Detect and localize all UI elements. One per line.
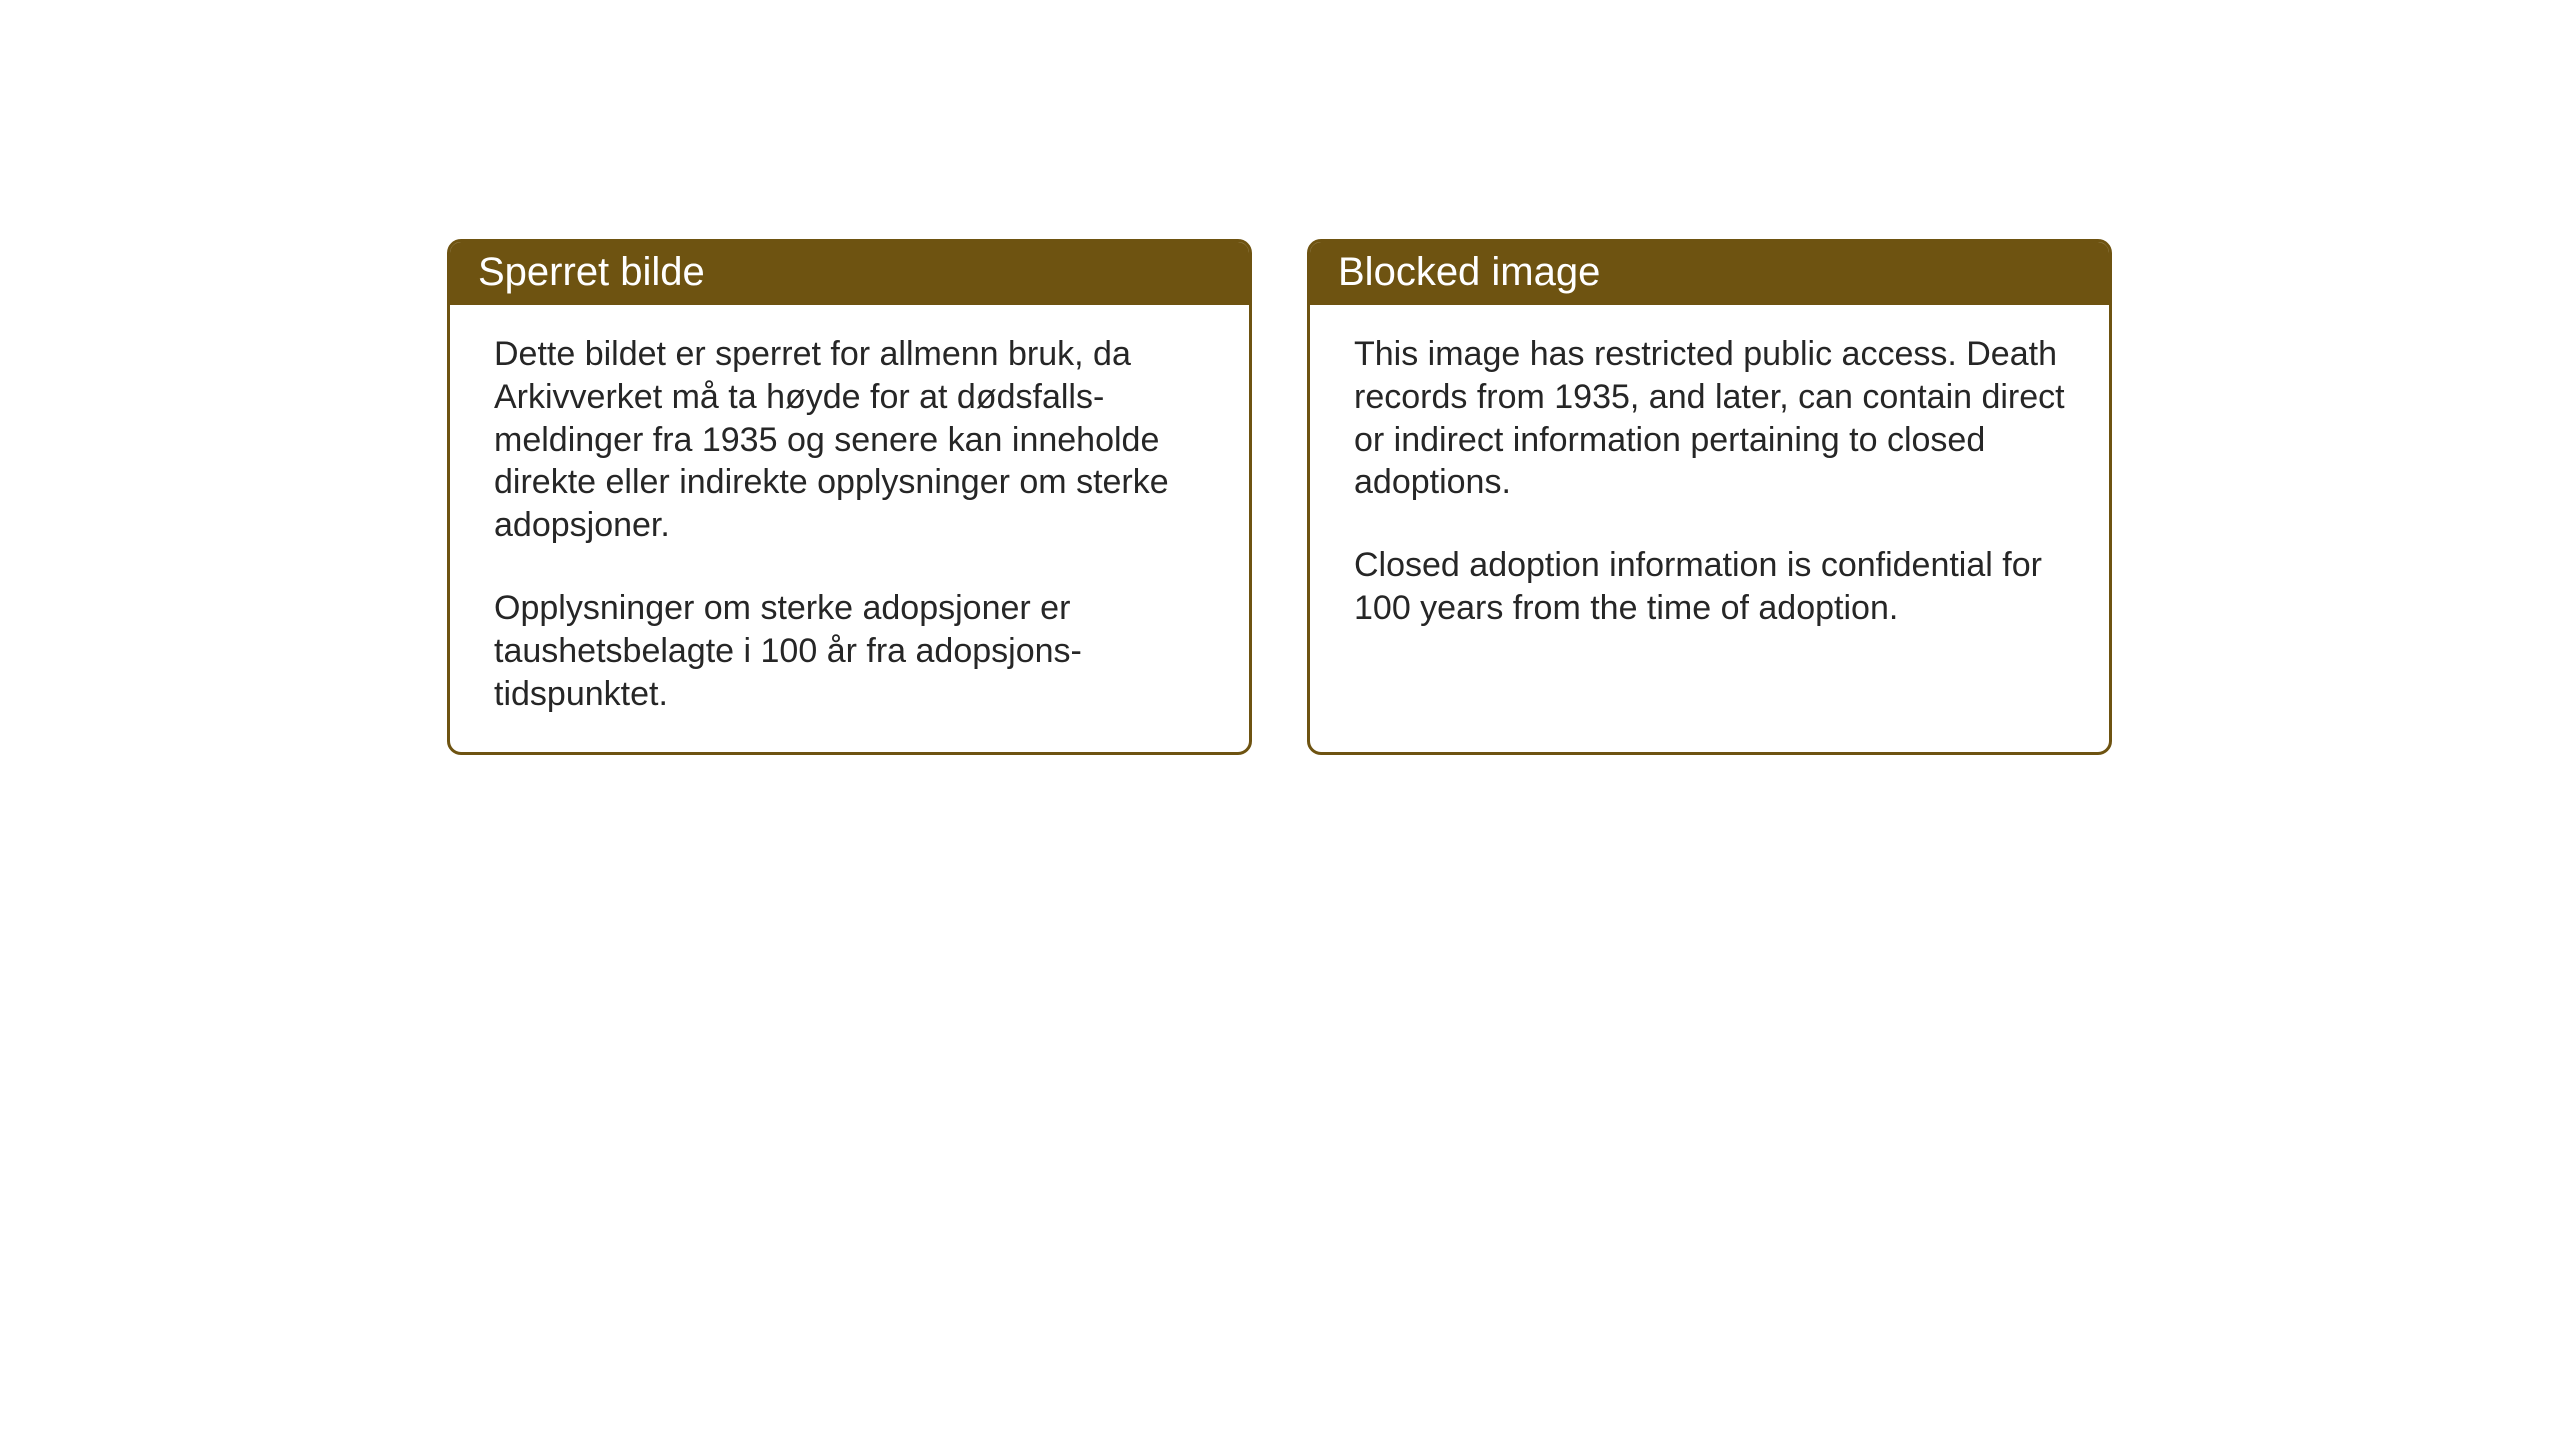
notice-card-english: Blocked image This image has restricted … <box>1307 239 2112 755</box>
notice-header-norwegian: Sperret bilde <box>450 242 1249 305</box>
notice-body-norwegian: Dette bildet er sperret for allmenn bruk… <box>450 305 1249 752</box>
notice-paragraph: This image has restricted public access.… <box>1354 333 2065 504</box>
notice-container: Sperret bilde Dette bildet er sperret fo… <box>447 239 2112 755</box>
notice-paragraph: Opplysninger om sterke adopsjoner er tau… <box>494 587 1205 715</box>
notice-card-norwegian: Sperret bilde Dette bildet er sperret fo… <box>447 239 1252 755</box>
notice-paragraph: Closed adoption information is confident… <box>1354 544 2065 630</box>
notice-paragraph: Dette bildet er sperret for allmenn bruk… <box>494 333 1205 547</box>
notice-header-english: Blocked image <box>1310 242 2109 305</box>
notice-body-english: This image has restricted public access.… <box>1310 305 2109 705</box>
